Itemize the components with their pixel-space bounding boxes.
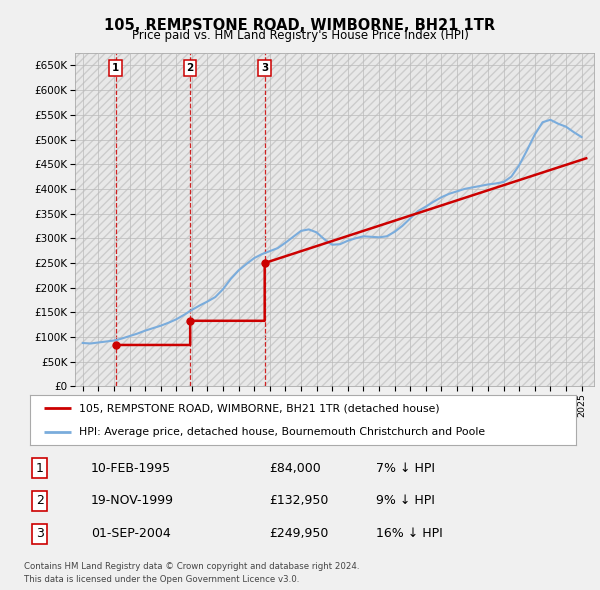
Text: 3: 3 [35,527,44,540]
Text: 01-SEP-2004: 01-SEP-2004 [91,527,171,540]
Text: £84,000: £84,000 [269,461,321,474]
Text: 9% ↓ HPI: 9% ↓ HPI [376,494,434,507]
Text: 1: 1 [35,461,44,474]
Text: 16% ↓ HPI: 16% ↓ HPI [376,527,442,540]
Text: 105, REMPSTONE ROAD, WIMBORNE, BH21 1TR (detached house): 105, REMPSTONE ROAD, WIMBORNE, BH21 1TR … [79,404,440,414]
Text: £249,950: £249,950 [269,527,329,540]
Text: 1: 1 [112,63,119,73]
Text: 105, REMPSTONE ROAD, WIMBORNE, BH21 1TR: 105, REMPSTONE ROAD, WIMBORNE, BH21 1TR [104,18,496,32]
Text: 3: 3 [261,63,268,73]
Text: 10-FEB-1995: 10-FEB-1995 [91,461,171,474]
Text: This data is licensed under the Open Government Licence v3.0.: This data is licensed under the Open Gov… [24,575,299,584]
Text: 2: 2 [187,63,194,73]
Text: 7% ↓ HPI: 7% ↓ HPI [376,461,434,474]
Text: 2: 2 [35,494,44,507]
Text: 19-NOV-1999: 19-NOV-1999 [91,494,174,507]
Text: £132,950: £132,950 [269,494,329,507]
Text: Contains HM Land Registry data © Crown copyright and database right 2024.: Contains HM Land Registry data © Crown c… [24,562,359,571]
Text: HPI: Average price, detached house, Bournemouth Christchurch and Poole: HPI: Average price, detached house, Bour… [79,427,485,437]
Text: Price paid vs. HM Land Registry's House Price Index (HPI): Price paid vs. HM Land Registry's House … [131,30,469,42]
